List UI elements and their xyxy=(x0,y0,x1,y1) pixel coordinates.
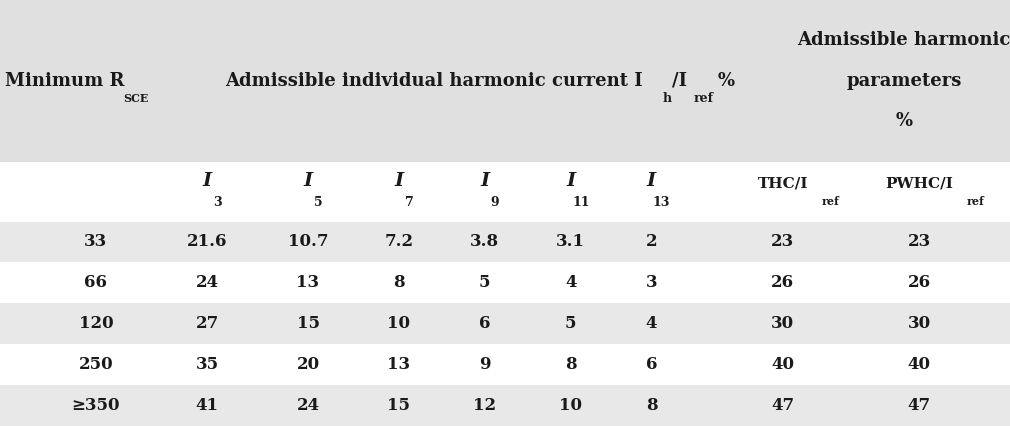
Text: 47: 47 xyxy=(908,397,930,414)
Text: ≥350: ≥350 xyxy=(72,397,120,414)
Text: THC/I: THC/I xyxy=(758,176,808,190)
Text: 40: 40 xyxy=(908,356,930,373)
Text: 11: 11 xyxy=(572,196,590,209)
Text: 5: 5 xyxy=(314,196,322,209)
Text: 15: 15 xyxy=(297,315,319,332)
Text: 15: 15 xyxy=(388,397,410,414)
Text: 23: 23 xyxy=(907,233,931,250)
Text: SCE: SCE xyxy=(123,93,148,104)
Text: 4: 4 xyxy=(645,315,658,332)
Text: 9: 9 xyxy=(479,356,491,373)
Text: 250: 250 xyxy=(79,356,113,373)
Text: 41: 41 xyxy=(196,397,218,414)
Text: 26: 26 xyxy=(908,274,930,291)
Text: I: I xyxy=(202,172,212,190)
Text: 24: 24 xyxy=(297,397,319,414)
Bar xyxy=(0,162,1010,222)
Text: 5: 5 xyxy=(479,274,491,291)
Bar xyxy=(0,385,1010,426)
Text: 13: 13 xyxy=(297,274,319,291)
Bar xyxy=(0,0,1010,162)
Text: 6: 6 xyxy=(645,356,658,373)
Text: 13: 13 xyxy=(652,196,671,209)
Text: Admissible harmonic: Admissible harmonic xyxy=(797,32,1010,49)
Text: I: I xyxy=(646,172,656,190)
Bar xyxy=(0,303,1010,344)
Text: %: % xyxy=(896,112,912,130)
Bar xyxy=(0,344,1010,385)
Text: 3.1: 3.1 xyxy=(557,233,585,250)
Text: 5: 5 xyxy=(565,315,577,332)
Text: 35: 35 xyxy=(196,356,218,373)
Text: 8: 8 xyxy=(393,274,405,291)
Text: 7: 7 xyxy=(405,196,413,209)
Text: I: I xyxy=(566,172,576,190)
Text: 8: 8 xyxy=(565,356,577,373)
Text: 24: 24 xyxy=(196,274,218,291)
Text: 10: 10 xyxy=(388,315,410,332)
Bar xyxy=(0,262,1010,303)
Text: /I: /I xyxy=(672,72,687,90)
Text: 8: 8 xyxy=(645,397,658,414)
Text: %: % xyxy=(718,72,735,90)
Text: 12: 12 xyxy=(474,397,496,414)
Text: I: I xyxy=(394,172,404,190)
Text: 40: 40 xyxy=(772,356,794,373)
Text: 27: 27 xyxy=(195,315,219,332)
Bar xyxy=(0,222,1010,262)
Text: Admissible individual harmonic current I: Admissible individual harmonic current I xyxy=(225,72,643,90)
Text: 30: 30 xyxy=(908,315,930,332)
Text: 47: 47 xyxy=(772,397,794,414)
Text: I: I xyxy=(480,172,490,190)
Text: 20: 20 xyxy=(297,356,319,373)
Text: Minimum R: Minimum R xyxy=(5,72,124,90)
Text: ref: ref xyxy=(694,92,714,105)
Text: 30: 30 xyxy=(772,315,794,332)
Text: h: h xyxy=(663,92,672,105)
Text: ref: ref xyxy=(967,196,985,207)
Text: 26: 26 xyxy=(772,274,794,291)
Text: PWHC/I: PWHC/I xyxy=(885,176,953,190)
Text: ref: ref xyxy=(821,196,839,207)
Text: 2: 2 xyxy=(645,233,658,250)
Text: 21.6: 21.6 xyxy=(187,233,227,250)
Text: parameters: parameters xyxy=(846,72,962,90)
Text: 6: 6 xyxy=(479,315,491,332)
Text: 10: 10 xyxy=(560,397,582,414)
Text: 4: 4 xyxy=(565,274,577,291)
Text: 33: 33 xyxy=(84,233,108,250)
Text: 10.7: 10.7 xyxy=(288,233,328,250)
Text: 3: 3 xyxy=(645,274,658,291)
Text: I: I xyxy=(303,172,313,190)
Text: 9: 9 xyxy=(491,196,499,209)
Text: 66: 66 xyxy=(85,274,107,291)
Text: 3.8: 3.8 xyxy=(471,233,499,250)
Text: 3: 3 xyxy=(213,196,221,209)
Text: 7.2: 7.2 xyxy=(385,233,413,250)
Text: 23: 23 xyxy=(771,233,795,250)
Text: 120: 120 xyxy=(79,315,113,332)
Text: 13: 13 xyxy=(388,356,410,373)
